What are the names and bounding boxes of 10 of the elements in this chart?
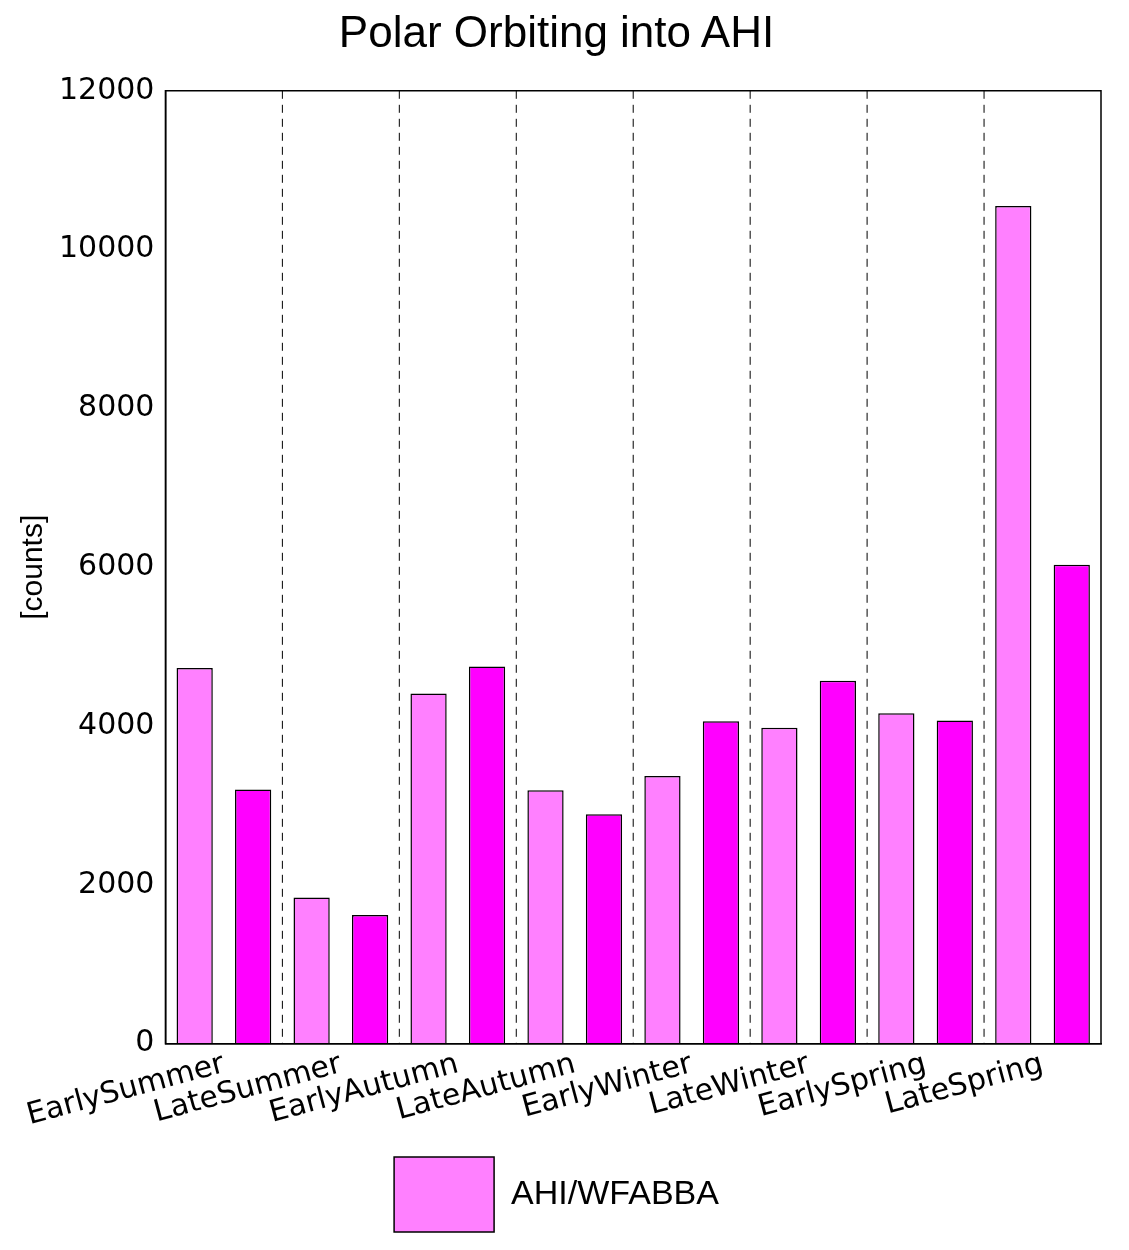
y-tick-label: 12000 xyxy=(59,70,155,106)
y-tick-label: 8000 xyxy=(78,388,155,424)
y-tick-label: 4000 xyxy=(78,705,155,741)
legend-label: AHI/WFABBA xyxy=(511,1172,720,1211)
y-tick-label: 2000 xyxy=(78,864,155,900)
chart-title: Polar Orbiting into AHI xyxy=(338,6,775,56)
y-axis-title: [counts] xyxy=(15,514,49,620)
y-tick-label: 10000 xyxy=(59,229,155,265)
y-tick-label: 0 xyxy=(135,1023,155,1059)
y-tick-label: 6000 xyxy=(78,547,155,583)
